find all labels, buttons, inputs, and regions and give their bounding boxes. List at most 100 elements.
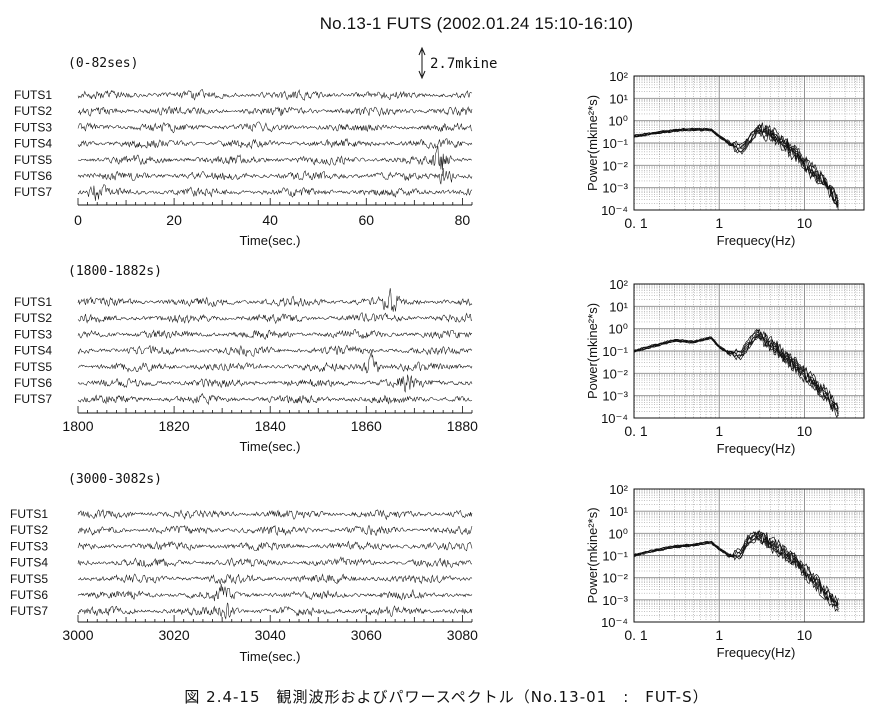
trace-label: FUTS3 (10, 539, 48, 553)
trace-waveform (77, 393, 473, 406)
spectrum-frame (633, 75, 865, 211)
spectrum-y-tick-label: 10⁻³ (602, 389, 628, 404)
trace-label: FUTS1 (14, 88, 52, 102)
trace-waveform (77, 540, 473, 552)
trace-waveform (77, 573, 473, 585)
spectrum-x-tick-label: 10 (797, 423, 813, 439)
spectrum-curve (633, 122, 839, 199)
seismic-trace-panels: (0-82ses) FUTS1 FUTS2 FUTS3 FUTS4 FUTS5 FUTS6 F… (10, 56, 478, 664)
time-tick-label: 1840 (255, 418, 286, 434)
scale-arrow-head-up (418, 46, 426, 56)
trace-waveform (77, 146, 473, 170)
trace-waveform (77, 351, 473, 374)
time-tick-label: 1820 (159, 418, 190, 434)
trace-waveform (77, 312, 473, 325)
trace-panel-3: (3000-3082s) FUTS1 FUTS2 FUTS3 FUTS4 FUTS5 FUT… (10, 472, 478, 664)
trace-label: FUTS7 (14, 185, 52, 199)
trace-waveform (77, 328, 473, 340)
spectrum-panel-1: 10² 10¹ 10⁰ 10⁻¹ 10⁻² 10⁻³ 10⁻⁴0. 1 1 10Frequecy… (585, 69, 865, 248)
spectrum-x-tick-label: 0. 1 (624, 627, 648, 643)
scale-label: 2.7mkine (430, 56, 497, 72)
spectrum-y-tick-label: 10¹ (609, 504, 628, 519)
trace-panel-subtitle: (0-82ses) (68, 56, 138, 71)
spectrum-y-tick-label: 10⁻² (602, 571, 628, 586)
spectrum-y-tick-label: 10⁻² (602, 366, 628, 381)
trace-waveform (77, 583, 473, 602)
trace-label: FUTS2 (10, 523, 48, 537)
spectrum-y-tick-label: 10⁰ (608, 322, 628, 337)
trace-label: FUTS5 (14, 360, 52, 374)
figure-caption: 図 2.4-15 観測波形およびパワースペクトル（No.13-01 : FUT-… (184, 688, 709, 706)
time-tick-label: 20 (166, 212, 182, 228)
spectrum-x-tick-label: 1 (715, 423, 723, 439)
trace-panel-1: (0-82ses) FUTS1 FUTS2 FUTS3 FUTS4 FUTS5 FUTS6 F… (14, 56, 473, 248)
spectrum-y-tick-label: 10¹ (609, 299, 628, 314)
spectrum-y-tick-label: 10⁰ (608, 114, 628, 129)
time-axis-label: Time(sec.) (240, 649, 301, 664)
spectrum-curve (633, 328, 839, 410)
spectrum-y-tick-label: 10⁻² (602, 158, 628, 173)
spectrum-x-tick-label: 0. 1 (624, 423, 648, 439)
trace-panel-subtitle: (3000-3082s) (68, 472, 162, 487)
trace-label: FUTS6 (10, 588, 48, 602)
time-axis-label: Time(sec.) (240, 439, 301, 454)
trace-panel-subtitle: (1800-1882s) (68, 264, 162, 279)
trace-label: FUTS4 (14, 137, 52, 151)
spectrum-x-tick-label: 10 (797, 627, 813, 643)
trace-waveform (77, 288, 473, 312)
trace-waveform (77, 184, 473, 201)
trace-label: FUTS1 (10, 507, 48, 521)
spectrum-y-tick-label: 10² (609, 482, 628, 497)
trace-label: FUTS4 (10, 556, 48, 570)
trace-waveform (77, 524, 473, 537)
spectrum-curve (633, 334, 839, 412)
trace-waveform (77, 121, 473, 134)
trace-label: FUTS5 (14, 153, 52, 167)
time-tick-label: 3040 (255, 627, 286, 643)
spectrum-x-axis-label: Frequecy(Hz) (717, 233, 796, 248)
spectrum-y-tick-label: 10¹ (609, 91, 628, 106)
spectrum-y-axis-label: Power(mkine²*s) (585, 95, 600, 191)
trace-label: FUTS6 (14, 169, 52, 183)
spectrum-y-tick-label: 10⁰ (608, 526, 628, 541)
time-tick-label: 3060 (351, 627, 382, 643)
spectrum-y-tick-label: 10⁻¹ (602, 136, 628, 151)
trace-label: FUTS7 (10, 604, 48, 618)
spectrum-x-axis-label: Frequecy(Hz) (717, 645, 796, 660)
spectrum-x-tick-label: 1 (715, 627, 723, 643)
trace-label: FUTS2 (14, 104, 52, 118)
time-tick-label: 3080 (447, 627, 478, 643)
scale-marker: 2.7mkine (418, 46, 497, 80)
spectrum-panel-2: 10² 10¹ 10⁰ 10⁻¹ 10⁻² 10⁻³ 10⁻⁴0. 1 1 10Frequecy… (585, 277, 865, 456)
trace-waveform (77, 167, 473, 185)
spectrum-y-tick-label: 10⁻⁴ (601, 203, 628, 218)
spectrum-y-axis-label: Power(mkine²*s) (585, 303, 600, 399)
spectrum-y-tick-label: 10² (609, 69, 628, 84)
trace-waveform (77, 137, 473, 150)
spectrum-curve (633, 332, 839, 409)
trace-label: FUTS4 (14, 344, 52, 358)
spectrum-x-tick-label: 1 (715, 215, 723, 231)
time-tick-label: 1800 (62, 418, 93, 434)
time-tick-label: 3020 (159, 627, 190, 643)
time-tick-label: 1860 (351, 418, 382, 434)
trace-label: FUTS7 (14, 392, 52, 406)
trace-waveform (77, 556, 473, 568)
time-tick-label: 3000 (62, 627, 93, 643)
spectrum-y-axis-label: Power(mkine²*s) (585, 507, 600, 603)
time-tick-label: 40 (262, 212, 278, 228)
trace-label: FUTS6 (14, 376, 52, 390)
time-tick-label: 1880 (447, 418, 478, 434)
time-tick-label: 80 (455, 212, 471, 228)
trace-waveform (77, 88, 473, 101)
spectrum-panel-3: 10² 10¹ 10⁰ 10⁻¹ 10⁻² 10⁻³ 10⁻⁴0. 1 1 10Frequecy… (585, 482, 865, 660)
trace-waveform (77, 344, 473, 357)
time-tick-label: 60 (359, 212, 375, 228)
spectrum-curve (633, 530, 839, 606)
time-axis-label: Time(sec.) (240, 233, 301, 248)
spectrum-y-tick-label: 10⁻¹ (602, 344, 628, 359)
spectrum-y-tick-label: 10⁻³ (602, 593, 628, 608)
time-tick-label: 0 (74, 212, 82, 228)
spectrum-y-tick-label: 10⁻³ (602, 181, 628, 196)
